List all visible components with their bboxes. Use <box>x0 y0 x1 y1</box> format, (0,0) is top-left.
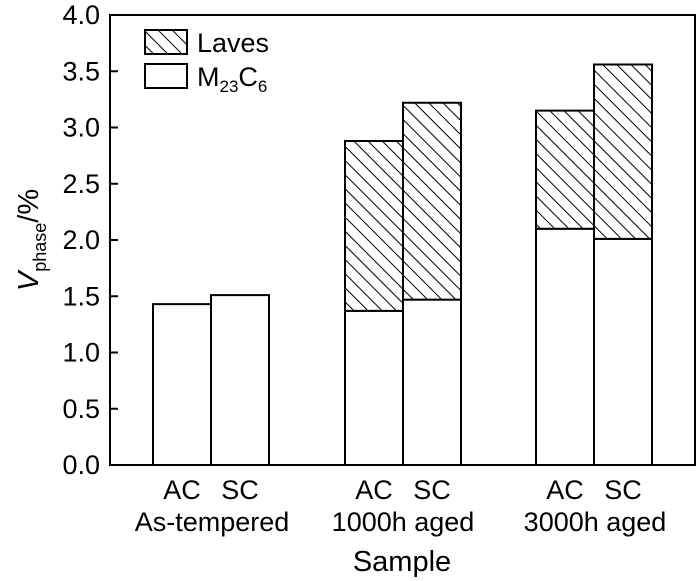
legend-label-m23c6: M23C6 <box>197 62 267 96</box>
y-axis-title: Vphase/% <box>13 189 50 291</box>
legend-label-laves: Laves <box>197 28 269 58</box>
y-tick-label: 0.0 <box>62 450 100 480</box>
bar-laves <box>344 140 404 312</box>
category-label: SC <box>221 475 259 505</box>
x-category-labels: AC SC AC SC AC SC <box>163 475 642 505</box>
bar-laves <box>402 101 462 301</box>
legend-swatch-laves <box>144 29 188 55</box>
group-label-1000h-aged: 1000h aged <box>332 507 475 537</box>
y-tick-label: 3.5 <box>62 56 100 86</box>
y-ticks: 0.0 0.5 1.0 1.5 2.0 2.5 3.0 3.5 4.0 <box>62 0 118 480</box>
y-tick-label: 4.0 <box>62 0 100 30</box>
y-axis-title-suffix: /% <box>13 189 45 223</box>
bar-m23c6 <box>535 227 595 466</box>
y-tick-label: 2.0 <box>62 225 100 255</box>
y-tick-label: 3.0 <box>62 113 100 143</box>
legend-m23c6-sub1: 23 <box>220 77 239 96</box>
y-tick-label: 1.5 <box>62 281 100 311</box>
category-label: AC <box>163 475 201 505</box>
y-axis-title-base: V <box>13 269 45 291</box>
y-tick-label: 0.5 <box>62 394 100 424</box>
bar-m23c6 <box>210 294 270 466</box>
category-label: SC <box>413 475 451 505</box>
y-tick-label: 2.5 <box>62 169 100 199</box>
bars <box>152 63 653 466</box>
group-label-as-tempered: As-tempered <box>135 507 290 537</box>
group-label-3000h-aged: 3000h aged <box>524 507 667 537</box>
bar-laves <box>593 63 653 240</box>
y-axis-title-subscript: phase <box>30 223 50 272</box>
bar-laves <box>535 109 595 230</box>
category-label: AC <box>546 475 584 505</box>
legend-swatch-m23c6 <box>144 63 188 89</box>
bar-m23c6 <box>344 309 404 466</box>
legend-m23c6-main: M <box>197 62 220 92</box>
bar-m23c6 <box>593 237 653 466</box>
legend-m23c6-sub2: 6 <box>258 77 267 96</box>
category-label: AC <box>355 475 393 505</box>
x-group-labels: As-tempered 1000h aged 3000h aged <box>135 507 667 537</box>
bar-m23c6 <box>152 303 212 466</box>
legend: Laves M23C6 <box>144 28 269 96</box>
y-tick-label: 1.0 <box>62 338 100 368</box>
category-label: SC <box>604 475 642 505</box>
legend-m23c6-mid: C <box>238 62 258 92</box>
bar-m23c6 <box>402 298 462 466</box>
plot-frame <box>109 14 696 466</box>
x-axis-title: Sample <box>353 546 451 578</box>
